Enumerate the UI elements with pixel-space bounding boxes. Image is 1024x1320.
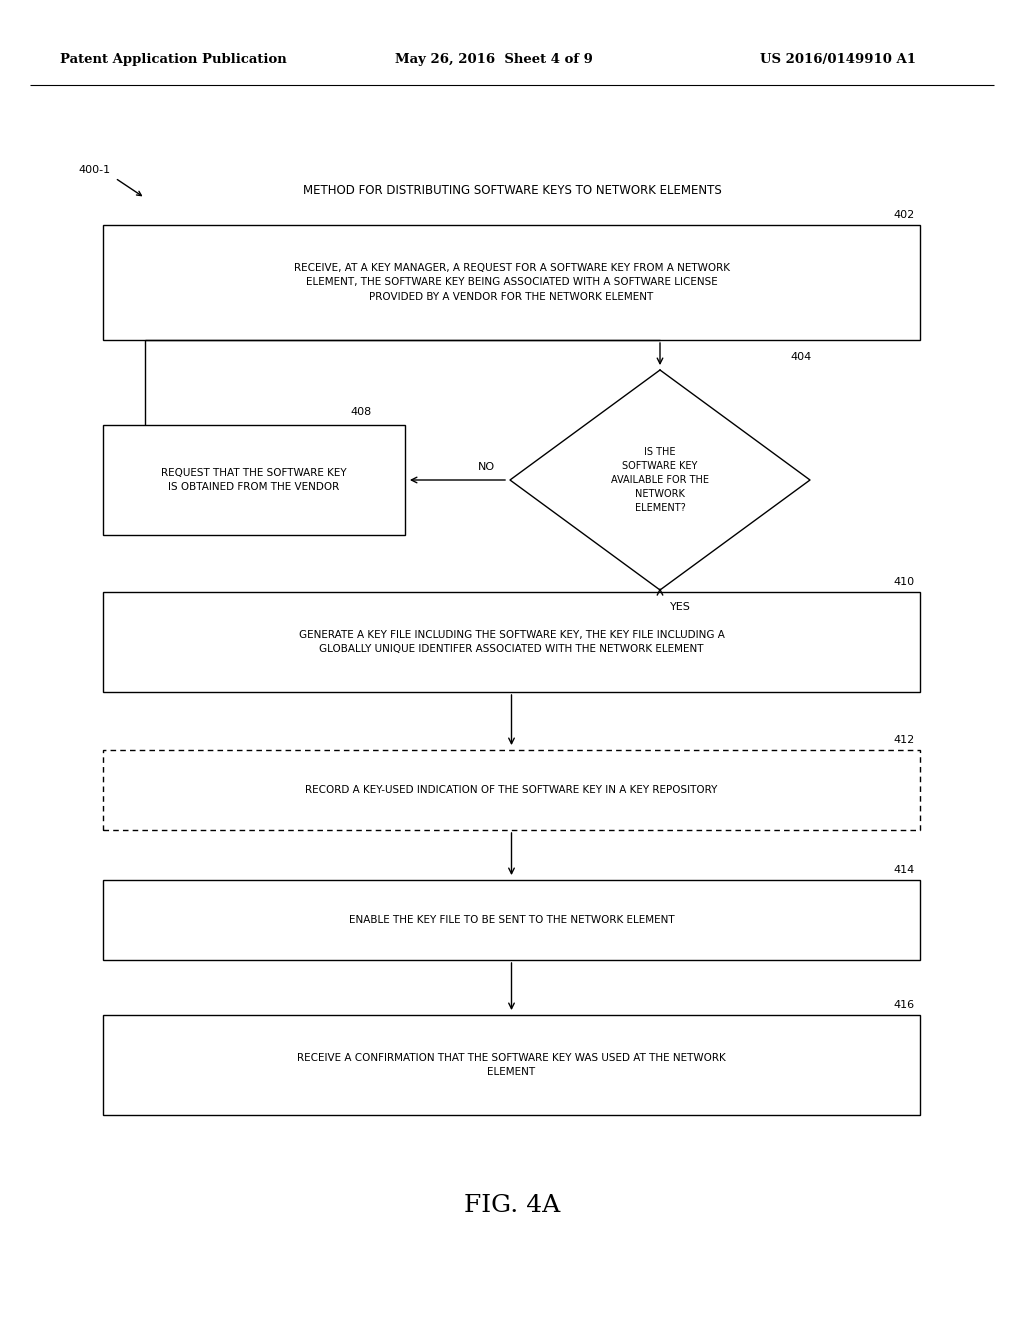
- Text: 416: 416: [894, 1001, 915, 1010]
- Text: YES: YES: [670, 602, 691, 612]
- Bar: [103, 224, 920, 341]
- Text: RECEIVE, AT A KEY MANAGER, A REQUEST FOR A SOFTWARE KEY FROM A NETWORK
ELEMENT, : RECEIVE, AT A KEY MANAGER, A REQUEST FOR…: [294, 263, 729, 302]
- Text: METHOD FOR DISTRIBUTING SOFTWARE KEYS TO NETWORK ELEMENTS: METHOD FOR DISTRIBUTING SOFTWARE KEYS TO…: [303, 183, 721, 197]
- Text: 410: 410: [894, 577, 915, 587]
- Text: 404: 404: [790, 352, 811, 362]
- Text: 408: 408: [350, 407, 372, 417]
- Text: 414: 414: [894, 865, 915, 875]
- Text: May 26, 2016  Sheet 4 of 9: May 26, 2016 Sheet 4 of 9: [395, 54, 593, 66]
- Bar: [103, 425, 406, 535]
- Text: ENABLE THE KEY FILE TO BE SENT TO THE NETWORK ELEMENT: ENABLE THE KEY FILE TO BE SENT TO THE NE…: [349, 915, 675, 925]
- Bar: [103, 880, 920, 960]
- Text: IS THE
SOFTWARE KEY
AVAILABLE FOR THE
NETWORK
ELEMENT?: IS THE SOFTWARE KEY AVAILABLE FOR THE NE…: [611, 447, 709, 513]
- Text: US 2016/0149910 A1: US 2016/0149910 A1: [760, 54, 916, 66]
- Bar: [103, 591, 920, 692]
- Text: REQUEST THAT THE SOFTWARE KEY
IS OBTAINED FROM THE VENDOR: REQUEST THAT THE SOFTWARE KEY IS OBTAINE…: [161, 467, 347, 492]
- Text: GENERATE A KEY FILE INCLUDING THE SOFTWARE KEY, THE KEY FILE INCLUDING A
GLOBALL: GENERATE A KEY FILE INCLUDING THE SOFTWA…: [299, 630, 724, 655]
- Bar: [103, 750, 920, 830]
- Text: FIG. 4A: FIG. 4A: [464, 1193, 560, 1217]
- Text: 412: 412: [894, 735, 915, 744]
- Text: NO: NO: [478, 462, 495, 473]
- Text: 400-1: 400-1: [78, 165, 111, 176]
- Text: RECORD A KEY-USED INDICATION OF THE SOFTWARE KEY IN A KEY REPOSITORY: RECORD A KEY-USED INDICATION OF THE SOFT…: [305, 785, 718, 795]
- Text: RECEIVE A CONFIRMATION THAT THE SOFTWARE KEY WAS USED AT THE NETWORK
ELEMENT: RECEIVE A CONFIRMATION THAT THE SOFTWARE…: [297, 1052, 726, 1077]
- Text: 402: 402: [894, 210, 915, 220]
- Bar: [103, 1015, 920, 1115]
- Text: Patent Application Publication: Patent Application Publication: [60, 54, 287, 66]
